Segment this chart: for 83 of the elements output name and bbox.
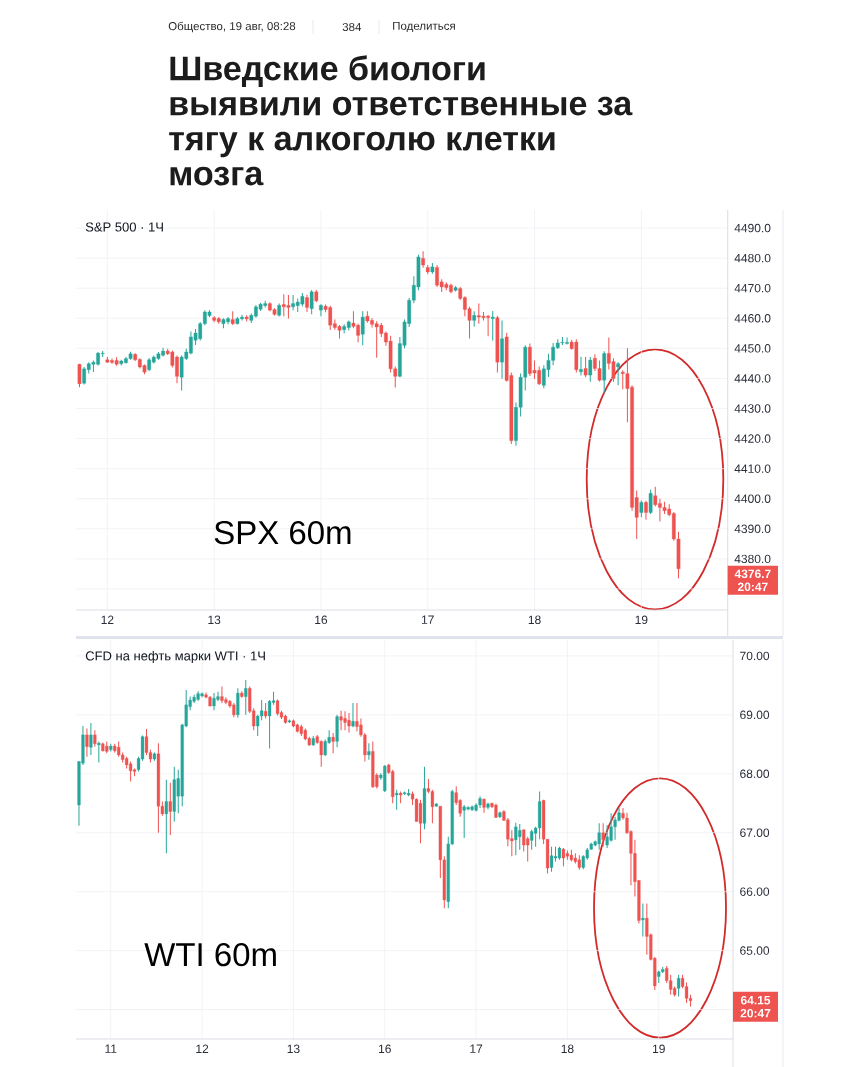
candlestick (418, 799, 423, 844)
candlestick (677, 974, 681, 998)
candlestick (367, 742, 371, 761)
x-tick-label: 16 (315, 615, 328, 625)
x-tick-label: 13 (287, 1044, 300, 1054)
x-tick-label: 18 (528, 615, 541, 625)
candlestick (331, 732, 335, 754)
y-tick-label: 4490.0 (734, 223, 771, 233)
y-tick-label: 4430.0 (734, 404, 771, 413)
candlestick (644, 500, 648, 521)
candlestick (583, 356, 588, 378)
candlestick (395, 789, 399, 811)
candlestick (212, 692, 216, 711)
candlestick (648, 489, 653, 515)
text: CFD на нефть марки WTI · 1Ч (85, 650, 265, 664)
text: 4376.7 (734, 569, 771, 579)
candlestick (347, 712, 351, 734)
y-tick-label: 4400.0 (734, 494, 771, 503)
text: Общество, 19 авг, 08:28 (168, 21, 296, 33)
text: 384 (342, 22, 362, 32)
candlestick (319, 739, 323, 768)
candlestick (462, 804, 466, 839)
candlestick (220, 686, 224, 704)
candlestick (339, 710, 343, 731)
annotation: WTI 60m (144, 942, 276, 967)
y-tick-label: 4440.0 (734, 374, 771, 383)
candlestick (129, 760, 133, 782)
candlestick (343, 710, 347, 731)
candlestick (490, 310, 495, 342)
y-tick-label: 70.00 (740, 651, 770, 661)
candlestick (530, 829, 534, 851)
y-tick-label: 4470.0 (734, 283, 771, 293)
x-tick-label: 17 (470, 1044, 483, 1053)
candlestick (351, 702, 355, 728)
x-tick-label: 19 (635, 615, 648, 625)
candlestick (319, 303, 323, 317)
y-tick-label: 4420.0 (734, 434, 771, 443)
x-tick-label: 18 (561, 1044, 574, 1054)
y-tick-label: 4380.0 (734, 554, 771, 564)
candlestick (244, 679, 248, 716)
y-tick-label: 66.00 (740, 887, 770, 896)
y-tick-label: 4390.0 (734, 524, 771, 534)
candlestick (645, 902, 649, 956)
candlestick (616, 361, 620, 386)
candlestick (164, 779, 168, 854)
text: S&P 500 · 1Ч (85, 222, 163, 232)
y-tick-label: 4460.0 (734, 314, 771, 323)
candlestick (168, 782, 172, 836)
text: 20:47 (740, 1008, 771, 1018)
candlestick (97, 740, 101, 764)
y-tick-label: 4480.0 (734, 253, 771, 263)
x-tick-label: 12 (196, 1044, 209, 1053)
x-tick-label: 19 (652, 1044, 665, 1054)
annotation: SPX 60m (214, 520, 351, 545)
y-tick-label: 4410.0 (734, 464, 771, 473)
candlestick (500, 319, 504, 380)
candlestick (309, 289, 314, 315)
y-tick-label: 68.00 (740, 769, 770, 779)
candlestick (514, 822, 518, 856)
text: 20:47 (737, 582, 768, 592)
x-tick-label: 11 (105, 1044, 117, 1053)
candlestick (597, 822, 601, 851)
candlestick (236, 687, 240, 719)
candlestick (579, 356, 583, 376)
y-tick-label: 67.00 (740, 828, 770, 837)
candlestick (588, 356, 593, 383)
candlestick (85, 727, 89, 758)
text: Шведские биологи выявили ответственные за тягу к алкоголю клетки мозга (169, 55, 633, 186)
candlestick (601, 822, 605, 848)
x-tick-label: 16 (378, 1044, 391, 1054)
y-tick-label: 69.00 (740, 710, 770, 720)
x-tick-label: 12 (101, 615, 114, 624)
candlestick (641, 902, 645, 937)
candlestick (518, 823, 522, 851)
candlestick (89, 722, 93, 756)
y-tick-label: 65.00 (740, 946, 770, 955)
y-tick-label: 4450.0 (734, 344, 771, 353)
text: 64.15 (740, 995, 771, 1005)
x-tick-label: 17 (421, 615, 434, 624)
x-tick-label: 13 (208, 615, 221, 625)
candlestick (360, 310, 365, 346)
candlestick (611, 357, 616, 383)
text: Поделиться (393, 21, 455, 33)
